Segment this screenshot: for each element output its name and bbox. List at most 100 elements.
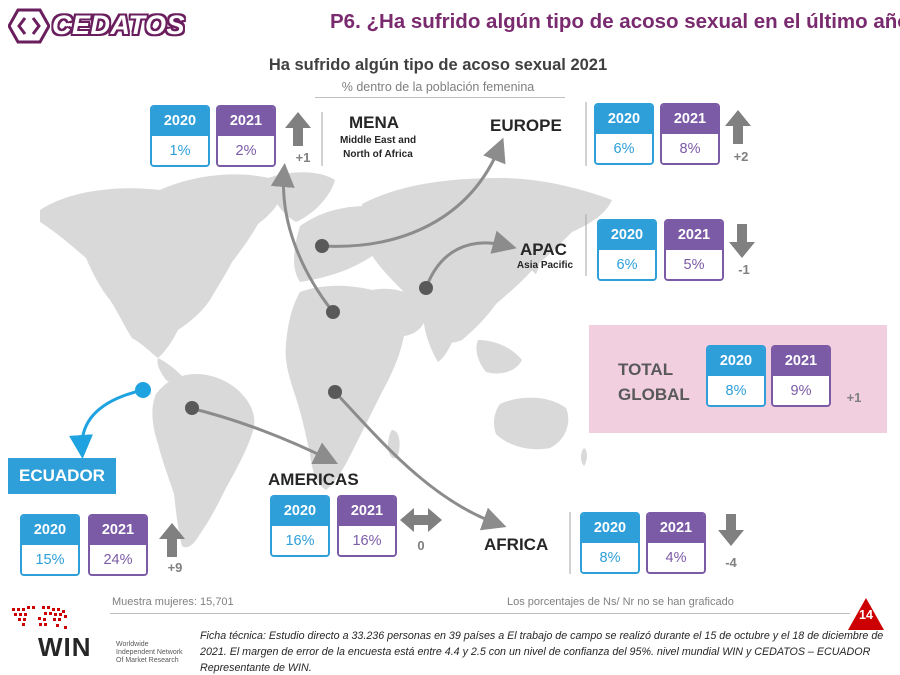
total-global-label: TOTAL GLOBAL xyxy=(618,357,690,407)
africa-2021-value: 4% xyxy=(648,543,704,572)
dot-europe xyxy=(315,239,329,253)
dot-mena xyxy=(326,305,340,319)
apac-2020-box: 2020 6% xyxy=(597,219,657,281)
chart-title: Ha sufrido algún tipo de acoso sexual 20… xyxy=(268,56,608,74)
continent-japan xyxy=(530,246,540,274)
year-label: 2020 xyxy=(596,105,652,134)
apac-2020-value: 6% xyxy=(599,250,655,279)
ecuador-change: +9 xyxy=(167,560,183,575)
connector-mena xyxy=(270,163,335,313)
year-label: 2021 xyxy=(662,105,718,134)
apac-change: -1 xyxy=(738,262,750,277)
ecuador-label: ECUADOR xyxy=(8,458,116,494)
mena-label: MENA xyxy=(349,113,400,132)
year-label: 2020 xyxy=(22,516,78,545)
connector-africa xyxy=(333,390,507,531)
page-title: P6. ¿Ha sufrido algún tipo de acoso sexu… xyxy=(330,10,900,33)
year-label: 2020 xyxy=(582,514,638,543)
year-label: 2020 xyxy=(152,107,208,136)
dot-apac xyxy=(419,281,433,295)
win-desc-line-2: Independent Network xyxy=(116,649,183,656)
mena-change: +1 xyxy=(295,150,311,165)
ecuador-2020-box: 2020 15% xyxy=(20,514,80,576)
total-2020-box: 2020 8% xyxy=(706,345,766,407)
europe-2020-box: 2020 6% xyxy=(594,103,654,165)
sample-size: Muestra mujeres: 15,701 xyxy=(112,596,234,608)
mena-sub-2: North of Africa xyxy=(343,149,413,160)
continent-asia xyxy=(362,178,612,343)
total-2020-value: 8% xyxy=(708,376,764,405)
dot-ecuador xyxy=(135,382,151,398)
africa-2020-box: 2020 8% xyxy=(580,512,640,574)
continent-central-america xyxy=(157,358,182,383)
africa-2020-value: 8% xyxy=(582,543,638,572)
mena-sub-1: Middle East and xyxy=(339,135,417,146)
footnote: Los porcentajes de Ns/ Nr no se han graf… xyxy=(507,596,734,608)
page-number: 14 xyxy=(859,608,873,622)
connectors xyxy=(189,137,517,531)
win-logo-icon xyxy=(12,606,67,629)
connector-apac xyxy=(424,230,517,289)
americas-2020-box: 2020 16% xyxy=(270,495,330,557)
year-label: 2021 xyxy=(218,107,274,136)
continent-southeast-asia xyxy=(476,340,522,374)
total-2021-value: 9% xyxy=(773,376,829,405)
europe-2020-value: 6% xyxy=(596,134,652,163)
continent-india xyxy=(424,307,456,362)
total-label-line-1: TOTAL xyxy=(618,360,674,379)
americas-2021-value: 16% xyxy=(339,526,395,555)
technical-note: Ficha técnica: Estudio directo a 33.236 … xyxy=(200,630,884,674)
mena-2021-value: 2% xyxy=(218,136,274,165)
continent-new-zealand xyxy=(581,448,587,466)
year-label: 2021 xyxy=(90,516,146,545)
total-label-line-2: GLOBAL xyxy=(618,385,690,404)
year-label: 2021 xyxy=(773,347,829,376)
apac-sub: Asia Pacific xyxy=(516,260,574,271)
logo-text: CEDATOS xyxy=(51,9,186,41)
win-description: Worldwide Independent Network Of Market … xyxy=(116,641,196,665)
africa-label: AFRICA xyxy=(484,535,549,554)
ecuador-2021-box: 2021 24% xyxy=(88,514,148,576)
americas-2020-value: 16% xyxy=(272,526,328,555)
dot-africa xyxy=(328,385,342,399)
win-desc-line-3: Of Market Research xyxy=(116,657,179,664)
chart-subtitle: % dentro de la población femenina xyxy=(341,80,535,94)
apac-2021-value: 5% xyxy=(666,250,722,279)
total-change: +1 xyxy=(846,390,862,405)
connector-ecuador xyxy=(69,388,144,459)
connector-europe xyxy=(321,137,506,248)
europe-2021-value: 8% xyxy=(662,134,718,163)
americas-label: AMERICAS xyxy=(268,470,359,489)
year-label: 2020 xyxy=(599,221,655,250)
ecuador-2020-value: 15% xyxy=(22,545,78,574)
apac-2021-box: 2021 5% xyxy=(664,219,724,281)
mena-2020-value: 1% xyxy=(152,136,208,165)
year-label: 2021 xyxy=(648,514,704,543)
apac-label: APAC xyxy=(520,240,567,259)
continent-south-america xyxy=(152,373,255,548)
win-logo-text: WIN xyxy=(38,632,92,662)
continent-australia xyxy=(493,397,569,450)
mena-2021-box: 2021 2% xyxy=(216,105,276,167)
americas-change: 0 xyxy=(417,538,425,553)
total-2021-box: 2021 9% xyxy=(771,345,831,407)
year-label: 2021 xyxy=(666,221,722,250)
dot-americas xyxy=(185,401,199,415)
footer-divider xyxy=(110,613,850,614)
year-label: 2021 xyxy=(339,497,395,526)
europe-change: +2 xyxy=(733,149,749,164)
mena-2020-box: 2020 1% xyxy=(150,105,210,167)
divider xyxy=(315,97,565,98)
ecuador-2021-value: 24% xyxy=(90,545,146,574)
europe-label: EUROPE xyxy=(490,116,562,135)
connector-americas xyxy=(189,406,339,465)
cedatos-logo-mark-icon xyxy=(8,8,50,44)
continent-africa xyxy=(285,285,404,490)
africa-2021-box: 2021 4% xyxy=(646,512,706,574)
europe-2021-box: 2021 8% xyxy=(660,103,720,165)
cedatos-logo: CEDATOS xyxy=(8,6,185,46)
continents xyxy=(40,172,612,548)
win-desc-line-1: Worldwide xyxy=(116,641,149,648)
africa-change: -4 xyxy=(725,555,737,570)
